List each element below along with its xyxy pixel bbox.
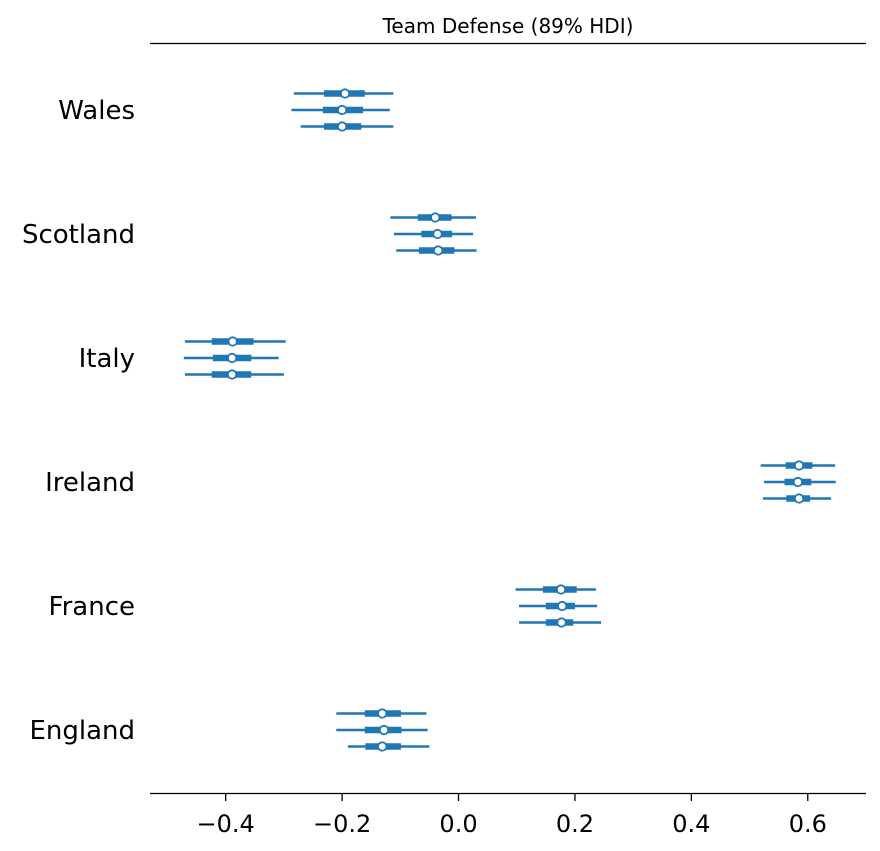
mean-point xyxy=(226,369,238,380)
mean-point xyxy=(433,245,444,256)
x-tick-label: 0.6 xyxy=(789,810,827,838)
mean-point xyxy=(555,584,567,595)
mean-point xyxy=(227,336,238,347)
team-row-marks xyxy=(336,708,430,752)
mean-point xyxy=(378,724,390,736)
x-tick-label: 0.2 xyxy=(556,810,594,838)
mean-point xyxy=(430,212,441,223)
mean-point xyxy=(377,741,388,752)
mean-point xyxy=(339,88,351,99)
chart-title: Team Defense (89% HDI) xyxy=(382,14,634,38)
x-axis-ticks: −0.4 −0.2 0.0 0.2 0.4 0.6 xyxy=(197,793,827,838)
mean-point xyxy=(432,228,443,240)
mean-point xyxy=(793,460,805,471)
team-row-marks xyxy=(390,212,477,256)
team-row-marks xyxy=(515,584,602,628)
team-label: France xyxy=(49,592,135,622)
interval-marks xyxy=(183,88,836,752)
team-label: Ireland xyxy=(45,468,135,498)
mean-point xyxy=(336,104,348,116)
mean-point xyxy=(336,121,348,132)
x-tick-label: −0.2 xyxy=(313,810,371,838)
team-label: Italy xyxy=(79,344,135,374)
team-label: England xyxy=(29,716,135,746)
mean-point xyxy=(792,476,803,488)
team-label: Wales xyxy=(58,96,135,126)
mean-point xyxy=(557,600,568,612)
x-tick-label: −0.4 xyxy=(197,810,255,838)
team-labels: Wales Scotland Italy Ireland France England xyxy=(22,96,135,746)
x-tick-label: 0.4 xyxy=(672,810,710,838)
mean-point xyxy=(226,352,238,364)
team-row-marks xyxy=(291,88,394,132)
team-label: Scotland xyxy=(22,220,135,250)
team-row-marks xyxy=(183,336,286,380)
team-row-marks xyxy=(760,460,836,504)
mean-point xyxy=(556,617,567,628)
mean-point xyxy=(793,493,805,504)
mean-point xyxy=(377,708,388,719)
x-tick-label: 0.0 xyxy=(439,810,477,838)
